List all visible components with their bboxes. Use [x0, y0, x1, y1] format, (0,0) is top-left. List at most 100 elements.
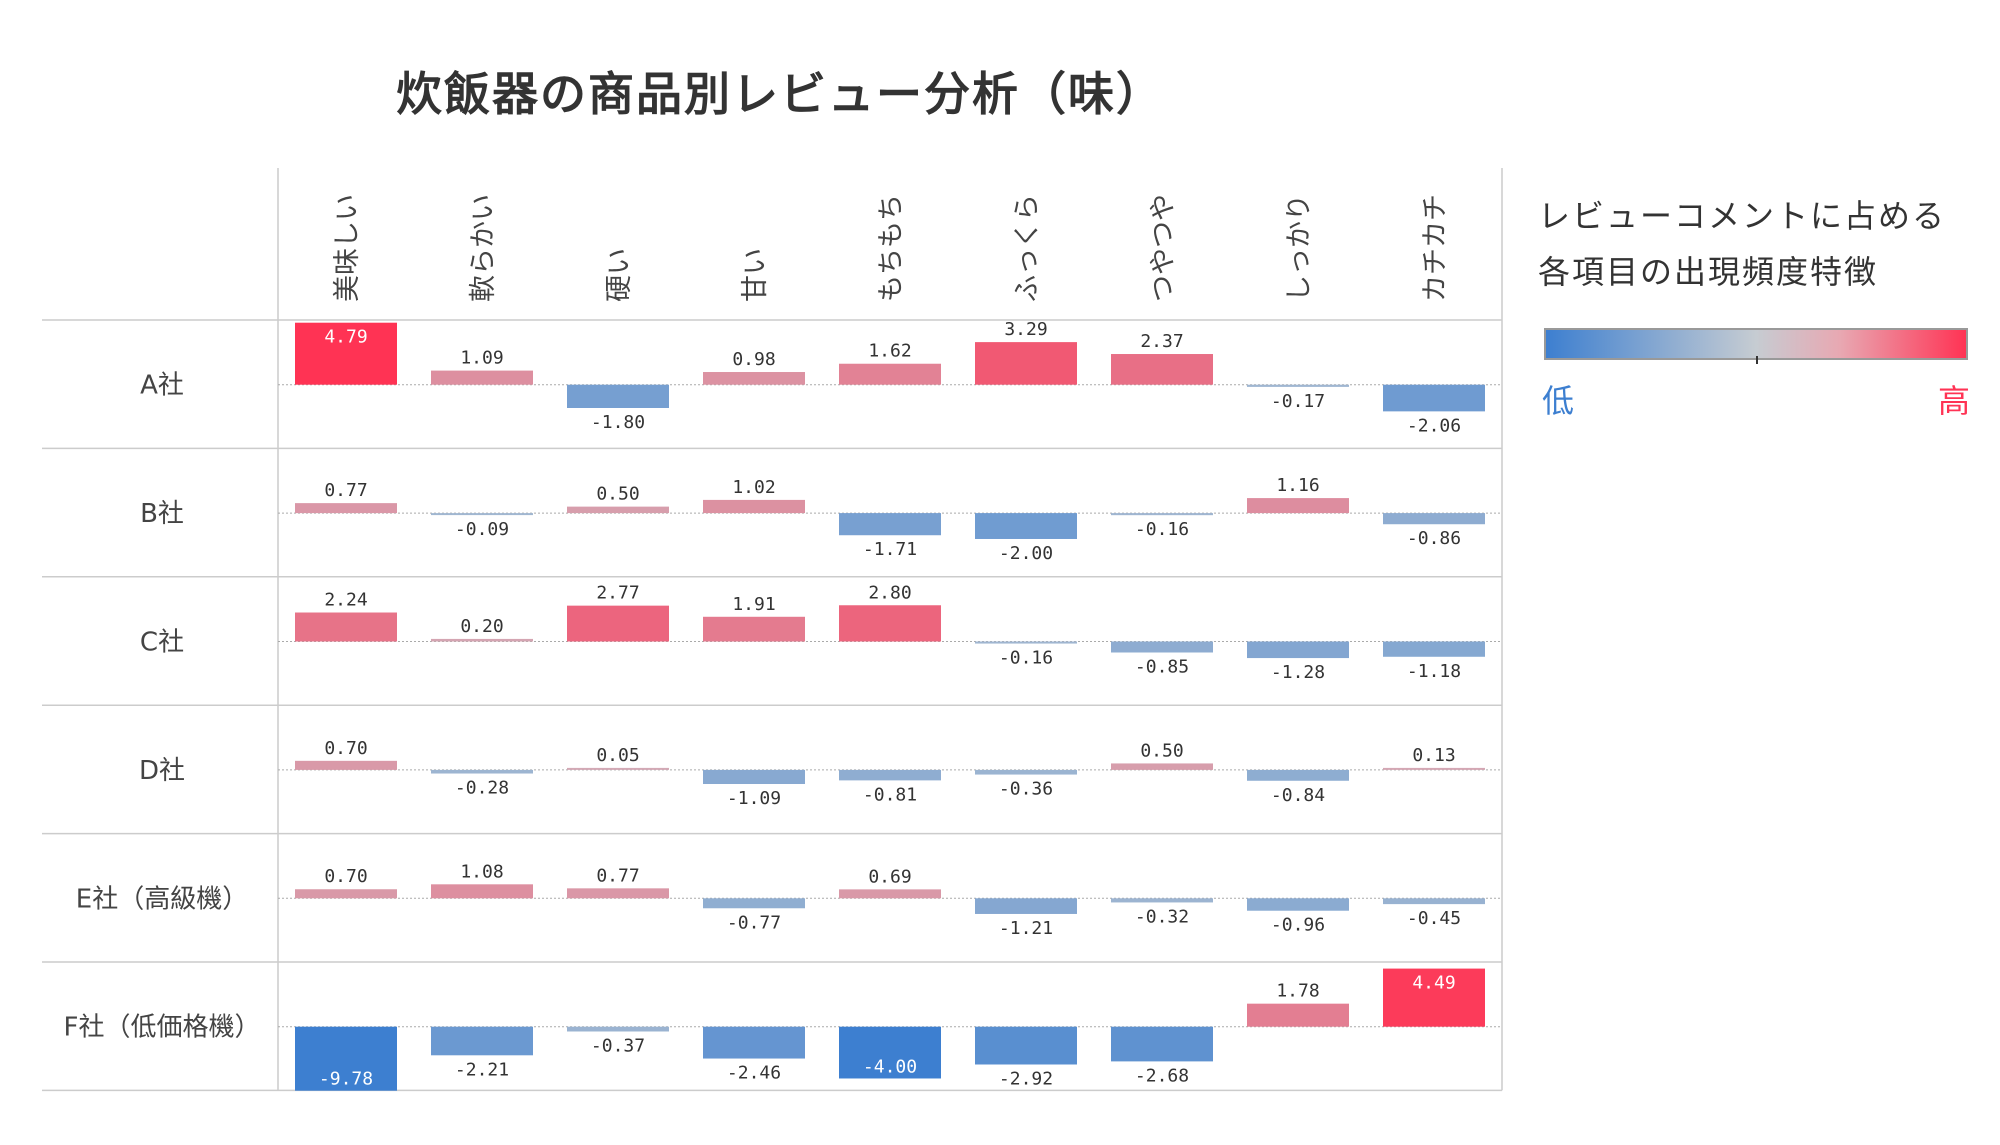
legend-color-bar	[1544, 328, 1968, 360]
data-label: 0.70	[324, 866, 367, 887]
data-label: -2.92	[999, 1068, 1053, 1089]
bar	[295, 612, 397, 642]
column-header-4: 甘い	[740, 248, 771, 302]
bar	[839, 889, 941, 899]
bar	[975, 513, 1077, 539]
data-label: 0.05	[596, 745, 639, 766]
data-label: -1.18	[1407, 661, 1461, 682]
data-label: -2.06	[1407, 415, 1461, 436]
bar	[1111, 354, 1213, 385]
data-label: 0.50	[596, 484, 639, 505]
data-label: -0.17	[1271, 391, 1325, 412]
row-label: A社	[140, 371, 184, 401]
bar	[839, 513, 941, 536]
row-label: B社	[140, 499, 184, 529]
data-label: -0.85	[1135, 657, 1189, 678]
data-label: -4.00	[863, 1056, 917, 1077]
data-label: -0.81	[863, 784, 917, 805]
data-label: -2.68	[1135, 1065, 1189, 1086]
legend-low-label: 低	[1542, 382, 1575, 420]
bar	[295, 503, 397, 514]
bar	[975, 769, 1077, 775]
column-header-8: しっかり	[1284, 194, 1315, 302]
data-label: -1.28	[1271, 662, 1325, 683]
data-label: -2.21	[455, 1059, 509, 1080]
bar	[1247, 1003, 1349, 1027]
bar	[975, 342, 1077, 385]
bar	[703, 372, 805, 385]
bar	[703, 1026, 805, 1059]
bar	[295, 889, 397, 899]
column-header-3: 硬い	[604, 248, 635, 302]
bar	[431, 513, 533, 516]
data-label: 0.77	[324, 480, 367, 501]
bar	[839, 1026, 941, 1079]
bar	[567, 384, 669, 408]
column-header-5: もちもち	[876, 194, 907, 302]
data-label: 0.98	[732, 349, 775, 370]
data-label: -0.96	[1271, 915, 1325, 936]
data-label: -0.16	[999, 648, 1053, 669]
data-label: 1.62	[868, 341, 911, 362]
bar	[839, 363, 941, 385]
row-label: E社（高級機）	[76, 884, 248, 914]
bar	[839, 769, 941, 781]
chart-title: 炊飯器の商品別レビュー分析（味）	[396, 67, 1164, 121]
data-label: 0.20	[460, 616, 503, 637]
data-label: -1.09	[727, 788, 781, 809]
bar	[431, 769, 533, 774]
bar	[1383, 898, 1485, 905]
bar	[703, 898, 805, 909]
bar	[567, 888, 669, 899]
bar	[1383, 968, 1485, 1027]
bar	[975, 898, 1077, 914]
bar	[431, 884, 533, 899]
data-label: 2.24	[324, 590, 367, 611]
bar	[1383, 767, 1485, 770]
bar	[295, 1026, 397, 1091]
column-header-2: 軟らかい	[468, 194, 499, 302]
bar	[839, 605, 941, 642]
data-label: 2.37	[1140, 331, 1183, 352]
bar	[1247, 498, 1349, 514]
data-label: 1.91	[732, 594, 775, 615]
bar	[703, 769, 805, 785]
data-label: 0.70	[324, 738, 367, 759]
bar	[295, 322, 397, 385]
bar	[1383, 384, 1485, 412]
data-label: -1.71	[863, 539, 917, 560]
data-label: 0.50	[1140, 740, 1183, 761]
data-label: 2.80	[868, 582, 911, 603]
data-label: 1.02	[732, 477, 775, 498]
legend-title: レビューコメントに占める 各項目の出現頻度特徴	[1538, 197, 1947, 291]
data-label: 2.77	[596, 583, 639, 604]
bar	[703, 616, 805, 642]
bar	[1111, 513, 1213, 516]
data-label: 1.09	[460, 348, 503, 369]
data-label: -0.84	[1271, 785, 1325, 806]
data-label: 3.29	[1004, 319, 1047, 340]
data-label: -2.00	[999, 543, 1053, 564]
column-header-1: 美味しい	[332, 194, 363, 302]
row-label: F社（低価格機）	[64, 1013, 261, 1043]
bar	[1247, 384, 1349, 387]
bar	[567, 605, 669, 642]
bar	[431, 638, 533, 642]
data-label: -0.77	[727, 912, 781, 933]
bar	[975, 1026, 1077, 1065]
bar	[295, 760, 397, 770]
data-label: -0.86	[1407, 528, 1461, 549]
data-label: 1.78	[1276, 981, 1319, 1002]
data-label: -1.21	[999, 918, 1053, 939]
legend-high-label: 高	[1938, 382, 1971, 420]
column-header-7: つやつや	[1148, 194, 1179, 302]
data-label: -0.37	[591, 1035, 645, 1056]
bar	[431, 370, 533, 385]
legend-midpoint-tick	[1756, 356, 1758, 364]
bar	[1111, 1026, 1213, 1062]
bar	[703, 499, 805, 514]
data-label: 0.77	[596, 865, 639, 886]
data-label: -0.36	[999, 779, 1053, 800]
bar	[567, 1026, 669, 1032]
